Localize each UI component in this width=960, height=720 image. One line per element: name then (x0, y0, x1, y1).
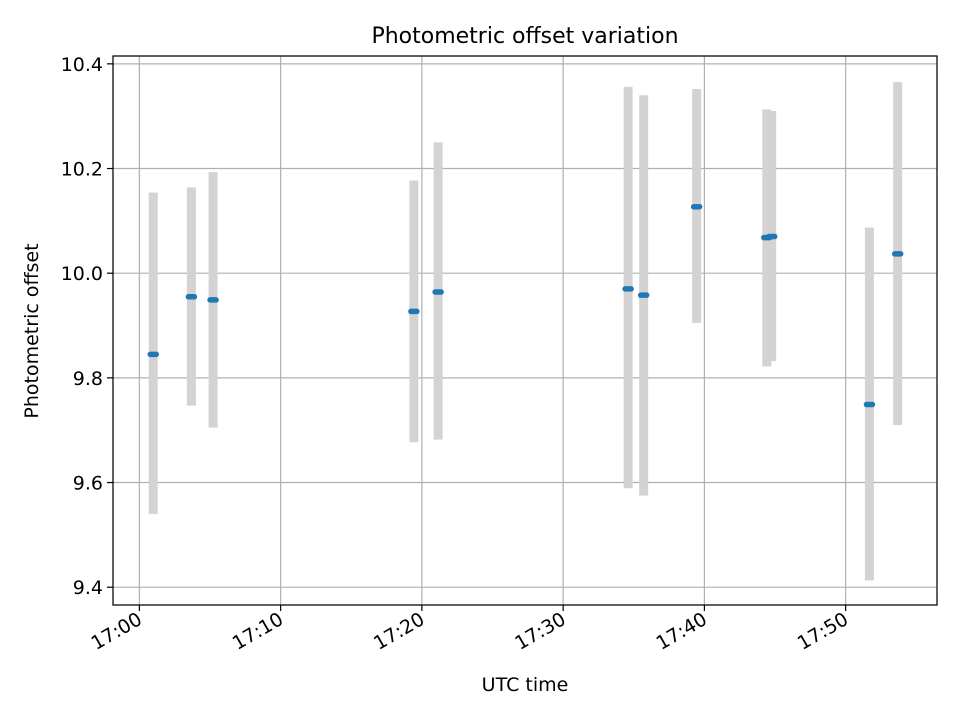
chart-title: Photometric offset variation (371, 24, 678, 49)
plot-area-background (113, 56, 937, 605)
y-axis: 9.4 9.6 9.8 10.0 10.2 10.4 (61, 54, 113, 599)
x-axis-label: UTC time (482, 674, 569, 696)
y-axis-label: Photometric offset (21, 243, 43, 418)
y-tick-label: 9.8 (73, 368, 103, 390)
plot-frame (112, 55, 938, 606)
grid (113, 56, 937, 605)
y-tick-label: 9.6 (73, 473, 103, 495)
y-tick-label: 9.4 (73, 577, 103, 599)
y-tick-label: 10.2 (61, 159, 103, 181)
y-tick-label: 10.4 (61, 54, 103, 76)
data-points (147, 203, 904, 408)
y-tick-label: 10.0 (61, 263, 103, 285)
